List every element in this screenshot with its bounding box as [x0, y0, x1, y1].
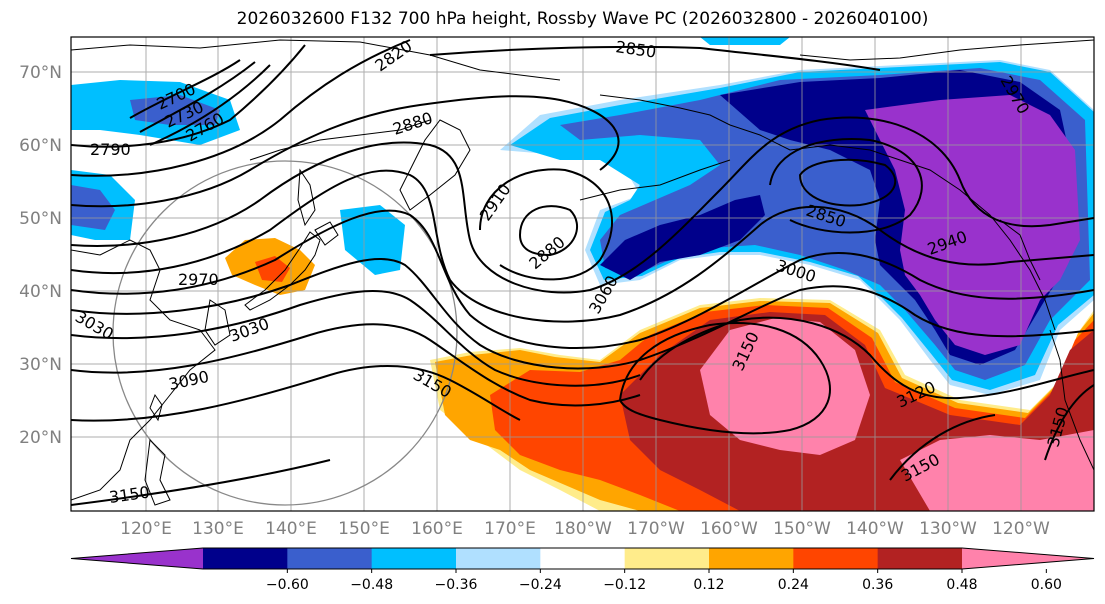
contour-2730	[139, 61, 256, 133]
coast-hokkaido	[314, 221, 339, 246]
lon-label: 120°W	[992, 519, 1050, 539]
contour-label: 2790	[90, 140, 131, 159]
colorbar: −0.60 −0.48 −0.36 −0.24 −0.12 0.12 0.24 0.36 0.4…	[70, 547, 1095, 593]
neg-anomaly-siberia	[130, 95, 220, 125]
colorbar-tick-label: −0.36	[435, 577, 478, 593]
colorbar-tick-label: −0.24	[519, 577, 562, 593]
lat-label: 20°N	[19, 428, 62, 448]
coast-alaska	[599, 94, 1056, 331]
lon-label: 140°E	[265, 519, 317, 539]
colorbar-swatch	[456, 548, 541, 569]
lon-label: 180°W	[554, 519, 612, 539]
lon-label: 150°W	[773, 519, 831, 539]
neg-anomaly-top	[700, 37, 790, 45]
map-frame	[70, 36, 1095, 512]
pos-anomaly-hawaii-max	[700, 318, 870, 455]
lon-label: 170°W	[627, 519, 685, 539]
colorbar-swatch	[540, 548, 626, 569]
contour-3150	[71, 459, 331, 506]
colorbar-extend-high	[962, 548, 1094, 569]
colorbar-tick-label: 0.24	[778, 577, 809, 593]
map-title: 2026032600 F132 700 hPa height, Rossby W…	[236, 9, 929, 29]
contour-3060	[71, 290, 641, 387]
contour-3000	[71, 209, 1094, 349]
coast-asia	[71, 239, 216, 501]
colorbar-swatch	[624, 548, 710, 569]
coast-north-america-north	[799, 39, 1094, 61]
contour-3120-b	[639, 316, 1094, 400]
contour-3150-b	[619, 322, 831, 435]
colorbar-tick-label: 0.60	[1031, 577, 1062, 593]
coast-aleutians	[579, 159, 731, 201]
colorbar-swatch	[709, 548, 794, 569]
contour-2910-b	[769, 138, 923, 234]
colorbar-tick-label: 0.48	[946, 577, 977, 593]
contour-2850-top	[429, 45, 881, 71]
coast-taiwan	[149, 393, 163, 422]
contour-2790	[71, 44, 306, 148]
contour-3150-d	[1044, 384, 1094, 461]
lat-label: 50°N	[19, 209, 62, 229]
colorbar-swatch	[203, 548, 288, 569]
coast-sakhalin	[297, 168, 316, 227]
contour-3150-c	[889, 414, 996, 481]
contour-2760	[149, 64, 271, 146]
contour-2880	[71, 95, 620, 208]
longitude-labels: 120°E 130°E 140°E 150°E 160°E 170°E 180°…	[120, 519, 1050, 539]
lon-label: 160°E	[411, 519, 463, 539]
colorbar-swatch	[371, 548, 457, 569]
colorbar-swatch	[793, 548, 879, 569]
lat-label: 70°N	[19, 63, 62, 83]
lon-label: 120°E	[120, 519, 172, 539]
lat-label: 30°N	[19, 355, 62, 375]
colorbar-swatch	[287, 548, 373, 569]
pos-anomaly-japan-core	[255, 256, 290, 282]
colorbar-tick-label: 0.12	[693, 577, 724, 593]
contour-3030	[71, 257, 1094, 370]
lon-label: 130°E	[192, 519, 244, 539]
lon-label: 170°E	[484, 519, 536, 539]
coastlines	[71, 39, 1094, 506]
coast-korea	[204, 299, 231, 346]
colorbar-tick-label: 0.36	[862, 577, 893, 593]
contour-2700	[129, 59, 241, 119]
lon-label: 150°E	[338, 519, 390, 539]
coast-philippines	[144, 438, 171, 506]
contour-2820-a	[71, 39, 411, 177]
contour-3120	[71, 364, 521, 422]
coast-siberia-north	[71, 39, 561, 81]
neg-anomaly-alaska-max	[865, 95, 1080, 355]
lon-label: 130°W	[919, 519, 977, 539]
range-circle	[112, 160, 458, 506]
coast-kamchatka	[399, 119, 471, 211]
contour-2850-low	[798, 158, 897, 207]
neg-anomaly-westedge-core	[71, 185, 115, 230]
latitude-labels: 70°N 60°N 50°N 40°N 30°N 20°N	[19, 63, 62, 448]
coast-bc	[999, 219, 1041, 281]
contour-2910	[479, 168, 614, 281]
colorbar-outline	[70, 547, 1095, 570]
contour-2940	[71, 116, 1094, 294]
lon-label: 140°W	[846, 519, 904, 539]
neg-anomaly-mid-pacific-core	[600, 195, 765, 280]
graticule	[71, 37, 1094, 511]
lon-label: 160°W	[700, 519, 758, 539]
contour-3090	[71, 323, 641, 407]
coast-okhotsk	[249, 119, 431, 161]
height-contours	[71, 39, 1094, 506]
contour-2880-low	[518, 205, 579, 257]
lat-label: 40°N	[19, 282, 62, 302]
colorbar-extend-low	[71, 548, 203, 569]
neg-anomaly-kamchatka	[340, 205, 405, 275]
colorbar-swatch	[877, 548, 963, 569]
colorbar-tick-label: −0.12	[603, 577, 646, 593]
contour-label: 2970	[178, 270, 219, 289]
colorbar-tick-label: −0.48	[350, 577, 393, 593]
coast-baja	[1049, 329, 1094, 471]
colorbar-tick-label: −0.60	[266, 577, 309, 593]
lat-label: 60°N	[19, 136, 62, 156]
contour-2970	[71, 169, 1094, 323]
